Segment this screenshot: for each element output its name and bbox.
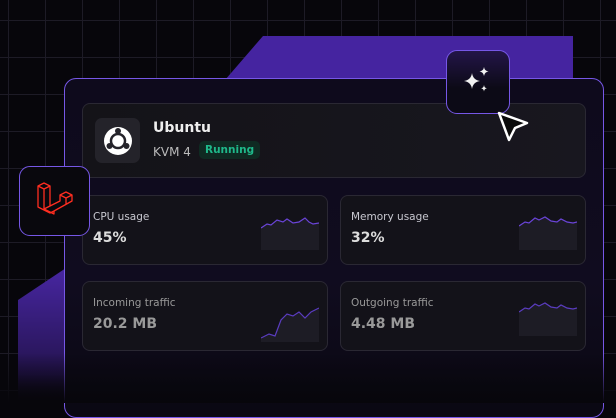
- ai-assistant-button[interactable]: [446, 50, 510, 114]
- sparkles-icon: [464, 67, 489, 92]
- incoming-sparkline: [261, 307, 319, 342]
- cursor-icon: [497, 111, 529, 142]
- cpu-usage-card: CPU usage 45%: [82, 195, 328, 265]
- stat-label: Incoming traffic: [93, 297, 176, 309]
- ubuntu-logo-icon: [95, 118, 140, 163]
- laravel-logo-icon: [19, 166, 90, 236]
- vm-plan: KVM 4: [153, 145, 191, 159]
- outgoing-traffic-card: Outgoing traffic 4.48 MB: [340, 281, 586, 351]
- stat-value: 45%: [93, 230, 127, 246]
- memory-sparkline: [519, 216, 577, 250]
- stat-label: Outgoing traffic: [351, 297, 434, 309]
- bottom-fade: [0, 353, 616, 403]
- stat-label: CPU usage: [93, 211, 150, 223]
- stat-value: 20.2 MB: [93, 316, 158, 332]
- outgoing-sparkline: [519, 302, 577, 336]
- stat-label: Memory usage: [351, 211, 429, 223]
- stat-value: 32%: [351, 230, 385, 246]
- incoming-traffic-card: Incoming traffic 20.2 MB: [82, 281, 328, 351]
- status-badge: Running: [199, 141, 261, 159]
- vm-name: Ubuntu: [153, 120, 211, 136]
- stat-value: 4.48 MB: [351, 316, 416, 332]
- cpu-sparkline: [261, 217, 319, 250]
- memory-usage-card: Memory usage 32%: [340, 195, 586, 265]
